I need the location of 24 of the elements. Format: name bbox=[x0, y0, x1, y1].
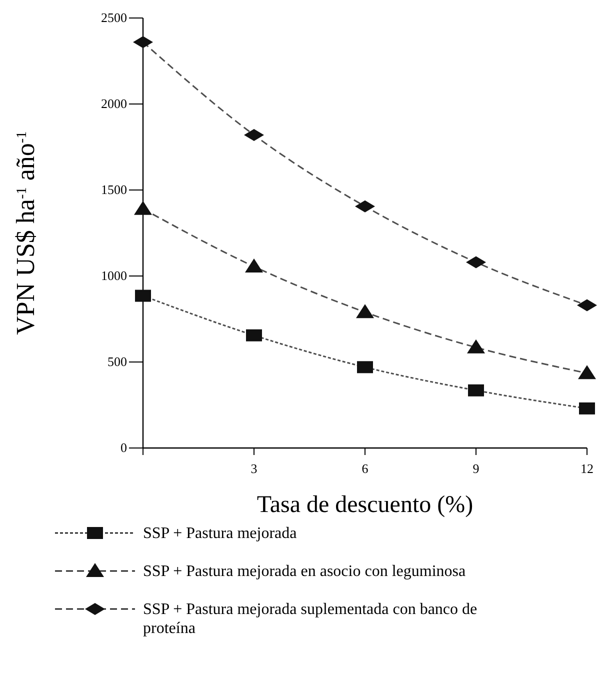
y-tick-label: 2500 bbox=[101, 10, 127, 25]
y-tick-label: 1500 bbox=[101, 182, 127, 197]
point bbox=[578, 365, 596, 380]
point bbox=[245, 258, 263, 273]
y-tick-label: 1000 bbox=[101, 268, 127, 283]
y-tick-label: 0 bbox=[120, 440, 127, 455]
x-tick-label: 12 bbox=[580, 461, 594, 476]
y-tick-label: 2000 bbox=[101, 96, 127, 111]
x-axis-title: Tasa de descuento (%) bbox=[256, 492, 474, 518]
x-tick-label: 3 bbox=[250, 461, 258, 476]
legend-label: SSP + Pastura mejorada en asocio con leguminosa bbox=[143, 563, 466, 580]
point bbox=[579, 402, 595, 414]
point bbox=[357, 361, 373, 374]
point bbox=[246, 329, 262, 342]
point bbox=[356, 304, 374, 318]
legend-label: SSP + Pastura mejorada bbox=[143, 525, 297, 542]
point bbox=[135, 290, 151, 302]
y-tick-label: 500 bbox=[108, 354, 127, 369]
point bbox=[134, 200, 152, 215]
x-tick-label: 6 bbox=[362, 461, 369, 476]
point bbox=[468, 384, 484, 396]
point bbox=[467, 339, 485, 354]
legend-label: SSP + Pastura mejorada suplementada con banco de proteína bbox=[143, 601, 478, 637]
x-tick-label: 9 bbox=[472, 461, 480, 476]
